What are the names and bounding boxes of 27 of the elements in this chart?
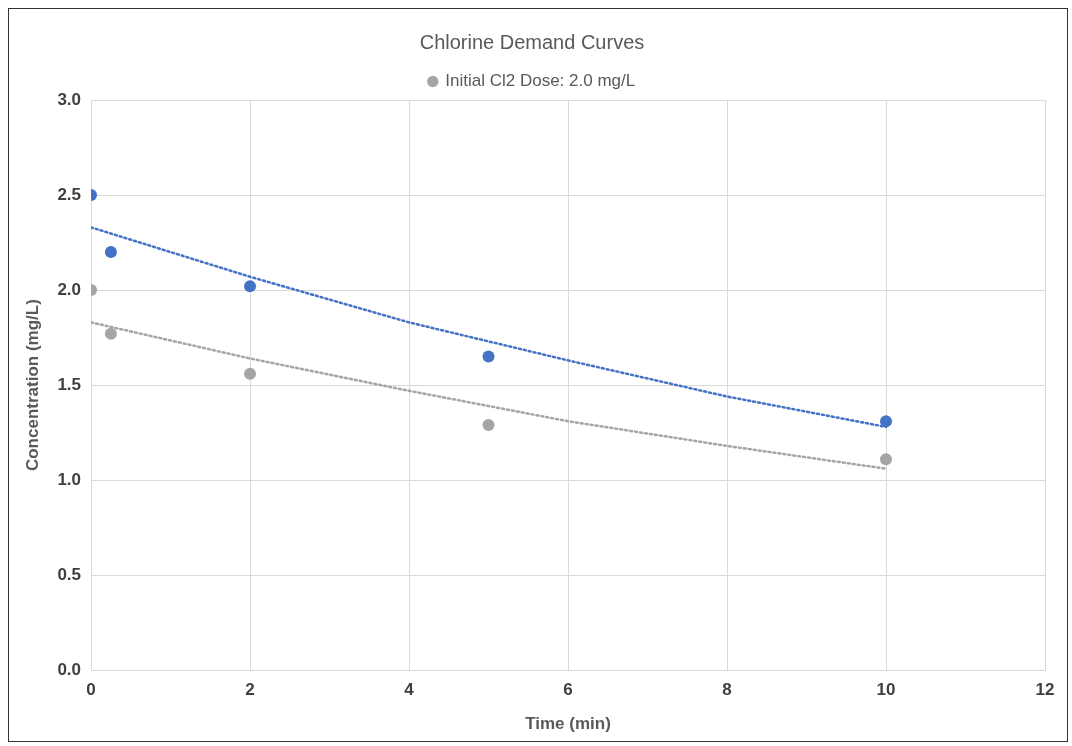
x-tick-label: 8: [722, 680, 732, 700]
point: [880, 453, 893, 466]
x-tick-label: 10: [876, 680, 896, 700]
point: [482, 419, 495, 432]
y-tick-label: 2.0: [57, 279, 82, 299]
y-tick-label: 2.5: [57, 184, 82, 204]
chart-title: Chlorine Demand Curves: [419, 30, 645, 53]
point: [482, 350, 495, 363]
point: [104, 246, 117, 259]
line-series: [91, 321, 888, 470]
point: [244, 367, 257, 380]
point: [244, 280, 257, 293]
y-tick-label: 1.5: [57, 374, 82, 394]
legend-label: Initial Cl2 Dose: 2.0 mg/L: [445, 71, 636, 91]
x-tick-label: 2: [245, 680, 255, 700]
x-tick-label: 6: [563, 680, 573, 700]
y-tick-label: 1.0: [57, 469, 82, 489]
x-tick-label: 0: [86, 680, 96, 700]
y-tick-label: 3.0: [57, 89, 82, 109]
x-tick-label: 12: [1035, 680, 1055, 700]
x-tick-label: 4: [404, 680, 415, 700]
y-axis-title: Concentration (mg/L): [22, 299, 42, 472]
point: [104, 327, 117, 340]
point: [880, 415, 893, 428]
y-tick-label: 0.0: [57, 659, 82, 679]
y-tick-label: 0.5: [57, 564, 82, 584]
x-axis-title: Time (min): [525, 714, 611, 734]
